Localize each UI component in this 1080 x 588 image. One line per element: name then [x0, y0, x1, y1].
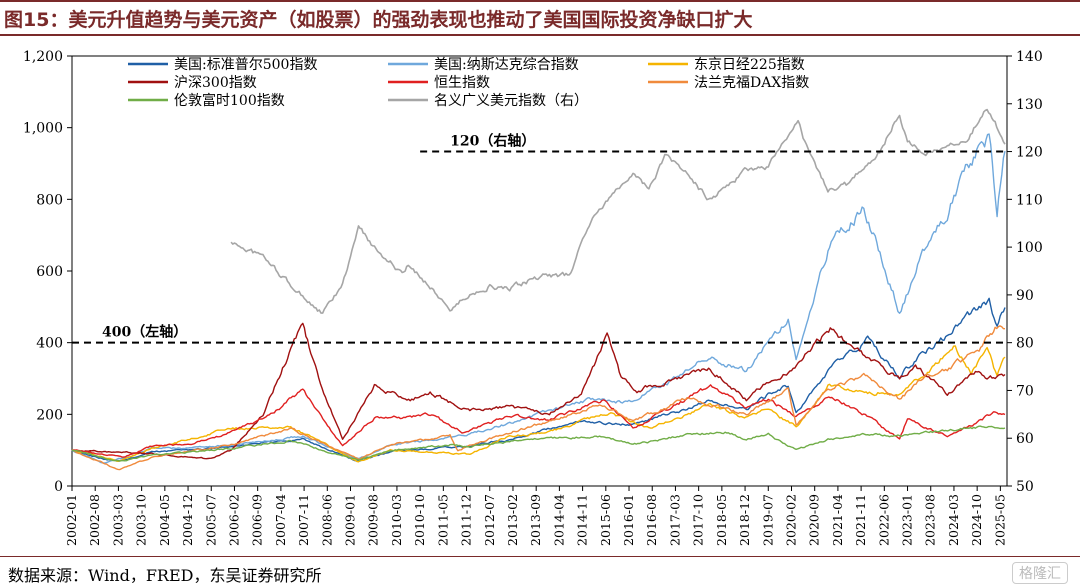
x-tick-label: 2017-03: [667, 494, 682, 546]
y-left-tick-label: 600: [36, 264, 63, 280]
x-tick-label: 2002-08: [87, 494, 102, 546]
legend-label-0: 美国:标准普尔500指数: [174, 57, 317, 73]
series-line-0: [230, 108, 1006, 314]
source-note: 数据来源：Wind，FRED，东吴证券研究所: [8, 566, 322, 585]
y-left-tick-label: 400: [36, 336, 63, 352]
series-line-3: [71, 345, 1006, 463]
x-tick-label: 2018-05: [714, 494, 729, 546]
x-tick-label: 2016-08: [644, 494, 659, 546]
y-right-tick-label: 60: [1016, 431, 1034, 447]
x-tick-label: 2009-08: [366, 494, 381, 546]
y-right-tick-label: 110: [1016, 192, 1043, 208]
reference-line-label-0: 120（右轴）: [450, 133, 535, 150]
reference-line-label-1: 400（左轴）: [102, 324, 187, 341]
x-tick-label: 2003-03: [110, 494, 125, 546]
x-tick-label: 2006-09: [250, 494, 265, 546]
legend-label-1: 美国:纳斯达克综合指数: [434, 57, 579, 73]
x-tick-label: 2007-11: [296, 494, 311, 546]
x-tick-label: 2014-04: [551, 494, 566, 546]
x-tick-label: 2011-12: [459, 494, 474, 546]
x-tick-label: 2022-06: [876, 494, 891, 546]
y-right-tick-label: 70: [1016, 383, 1034, 399]
y-left-tick-label: 200: [36, 407, 63, 423]
x-tick-label: 2014-11: [575, 494, 590, 546]
y-right-tick-label: 50: [1016, 479, 1034, 495]
x-tick-label: 2015-06: [598, 494, 613, 546]
y-right-tick-label: 140: [1016, 49, 1043, 65]
x-tick-label: 2021-04: [830, 494, 845, 546]
series-line-7: [71, 425, 1006, 462]
x-tick-label: 2006-02: [226, 494, 241, 546]
x-tick-label: 2024-03: [946, 494, 961, 546]
legend-label-3: 沪深300指数: [174, 75, 257, 91]
x-tick-label: 2004-12: [180, 494, 195, 546]
x-tick-label: 2004-05: [157, 494, 172, 546]
legend-label-4: 恒生指数: [434, 75, 490, 91]
watermark-logo: 格隆汇: [1012, 562, 1068, 584]
y-right-tick-label: 90: [1016, 288, 1034, 304]
y-left-tick-label: 1,200: [23, 49, 63, 65]
x-tick-label: 2007-04: [273, 494, 288, 546]
figure-title-bar: 图15：美元升值趋势与美元资产（如股票）的强劲表现也推动了美国国际投资净缺口扩大: [0, 0, 1080, 36]
x-tick-label: 2010-03: [389, 494, 404, 546]
x-tick-label: 2020-09: [807, 494, 822, 546]
x-tick-label: 2018-12: [737, 494, 752, 546]
figure-title: 图15：美元升值趋势与美元资产（如股票）的强劲表现也推动了美国国际投资净缺口扩大: [4, 9, 753, 31]
y-right-tick-label: 130: [1016, 97, 1043, 113]
y-left-tick-label: 1,000: [23, 121, 63, 137]
x-tick-label: 2005-07: [203, 494, 218, 546]
y-right-tick-label: 80: [1016, 336, 1034, 352]
x-tick-label: 2016-01: [621, 494, 636, 546]
x-tick-label: 2008-06: [319, 494, 334, 546]
x-tick-label: 2025-05: [992, 494, 1007, 546]
x-tick-label: 2023-08: [923, 494, 938, 546]
y-right-tick-label: 120: [1016, 145, 1043, 161]
legend-label-2: 东京日经225指数: [694, 57, 805, 73]
x-tick-label: 2010-10: [412, 494, 427, 546]
x-tick-label: 2019-07: [760, 494, 775, 546]
x-tick-label: 2002-01: [64, 494, 79, 546]
x-tick-label: 2013-02: [505, 494, 520, 546]
x-tick-label: 2003-10: [134, 494, 149, 546]
series-line-5: [71, 384, 1006, 458]
x-tick-label: 2017-10: [691, 494, 706, 546]
y-right-tick-label: 100: [1016, 240, 1043, 256]
x-tick-label: 2009-01: [343, 494, 358, 546]
series-line-1: [71, 297, 1006, 462]
line-chart: 0 200 400 600 800 1,000 1,200 50 60 70 80 90 100 110 1…: [23, 49, 1043, 546]
x-tick-label: 2023-01: [900, 494, 915, 546]
x-tick-label: 2011-05: [435, 494, 450, 546]
series-line-6: [71, 325, 1005, 471]
y-left-tick-label: 800: [36, 192, 63, 208]
x-tick-label: 2013-09: [528, 494, 543, 546]
series-line-4: [71, 322, 1006, 460]
bottom-divider: [0, 556, 1080, 557]
plot-area-frame: [71, 55, 1008, 487]
legend-label-6: 伦敦富时100指数: [174, 92, 285, 109]
x-tick-label: 2024-10: [969, 494, 984, 546]
x-tick-label: 2012-07: [482, 494, 497, 546]
legend-label-5: 法兰克福DAX指数: [694, 75, 809, 91]
x-tick-label: 2021-11: [853, 494, 868, 546]
x-tick-label: 2020-02: [783, 494, 798, 546]
y-left-tick-label: 0: [54, 479, 63, 495]
legend-label-7: 名义广义美元指数（右）: [434, 93, 588, 109]
